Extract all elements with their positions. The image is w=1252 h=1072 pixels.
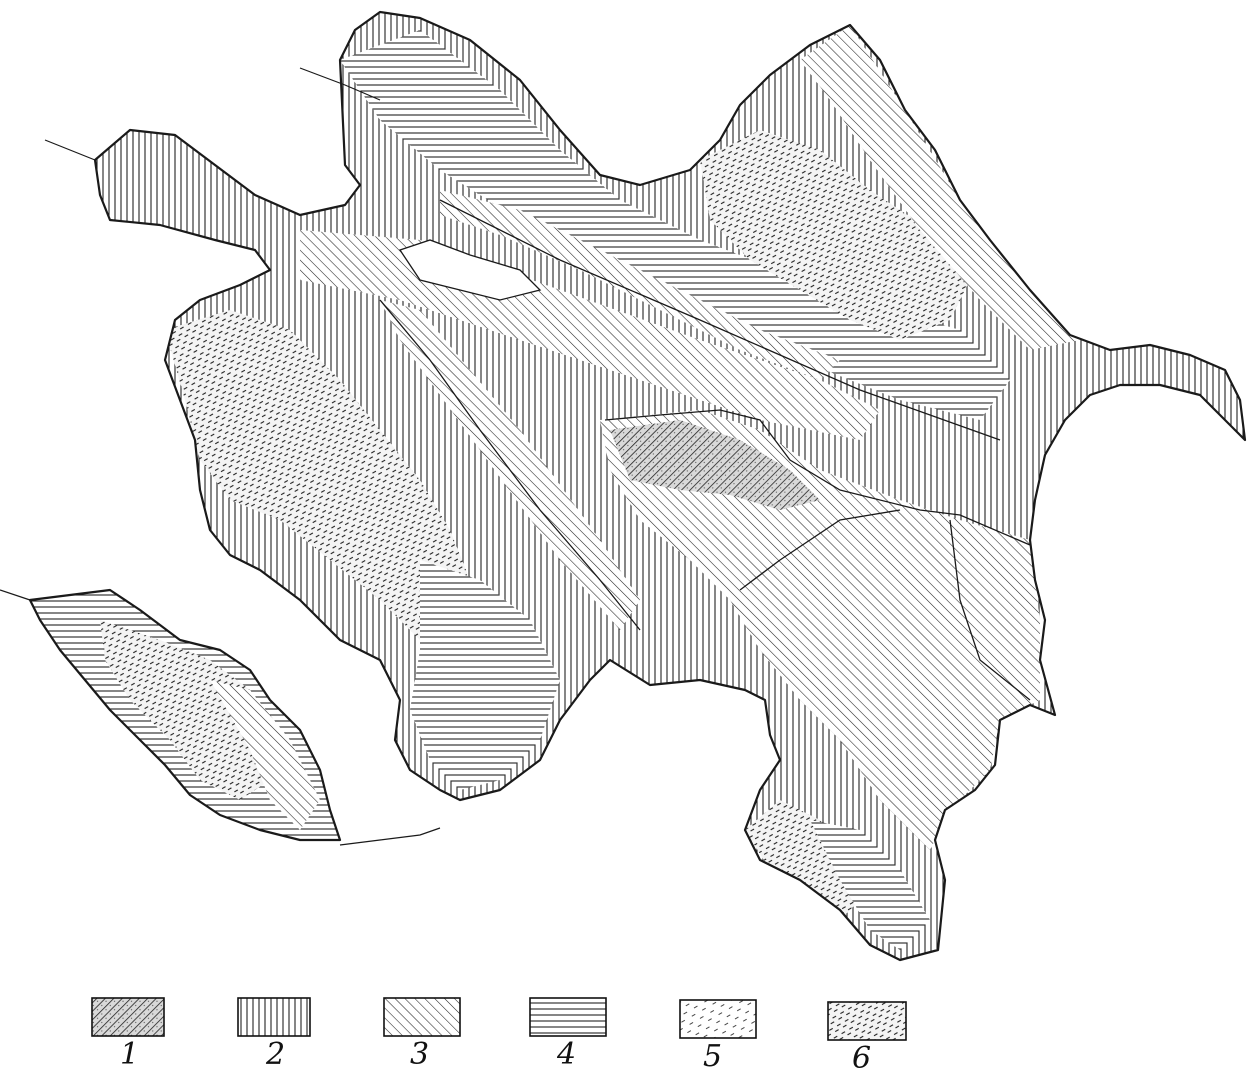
legend-label-4: 4 — [556, 1037, 576, 1072]
map-legend: 1 2 3 4 5 6 — [91, 997, 907, 1072]
legend-item-3: 3 — [383, 997, 461, 1072]
region-type-4-north-ridge — [340, 30, 1010, 420]
legend-label-2: 2 — [265, 1037, 285, 1072]
region-type-1-central — [610, 420, 820, 510]
region-type-4-southwest — [410, 560, 560, 790]
legend-swatch-2 — [238, 998, 310, 1036]
region-type-6-southeast — [745, 800, 860, 920]
main-territory — [93, 10, 1247, 962]
region-type-3-diagonal-strip — [380, 300, 640, 630]
legend-label-3: 3 — [410, 1037, 429, 1072]
region-type-3-nakhchivan — [210, 680, 320, 830]
region-type-3-north-inner — [440, 190, 840, 380]
legend-swatch-4 — [530, 998, 606, 1036]
nakhchivan-exclave — [28, 588, 342, 842]
legend-item-1: 1 — [91, 997, 165, 1072]
legend-swatch-5 — [680, 1000, 756, 1038]
legend-item-2: 2 — [237, 997, 311, 1072]
region-type-4-southeast — [810, 820, 930, 950]
legend-item-5: 5 — [679, 999, 757, 1072]
legend-label-5: 5 — [703, 1039, 722, 1072]
region-type-3-east-coast — [800, 25, 1080, 350]
legend-swatch-6 — [828, 1002, 906, 1040]
region-type-6-nakhchivan — [100, 620, 270, 800]
legend-label-1: 1 — [120, 1037, 139, 1072]
legend-swatch-3 — [384, 998, 460, 1036]
legend-item-6: 6 — [827, 1001, 907, 1072]
legend-item-4: 4 — [529, 997, 607, 1072]
lake — [398, 239, 542, 301]
legend-swatch-1 — [92, 998, 164, 1036]
legend-label-6: 6 — [852, 1041, 871, 1072]
region-type-6-west — [165, 310, 490, 660]
region-type-3-south-lowland — [600, 410, 1040, 850]
rivers — [0, 67, 542, 846]
region-type-6-northeast — [700, 130, 970, 340]
